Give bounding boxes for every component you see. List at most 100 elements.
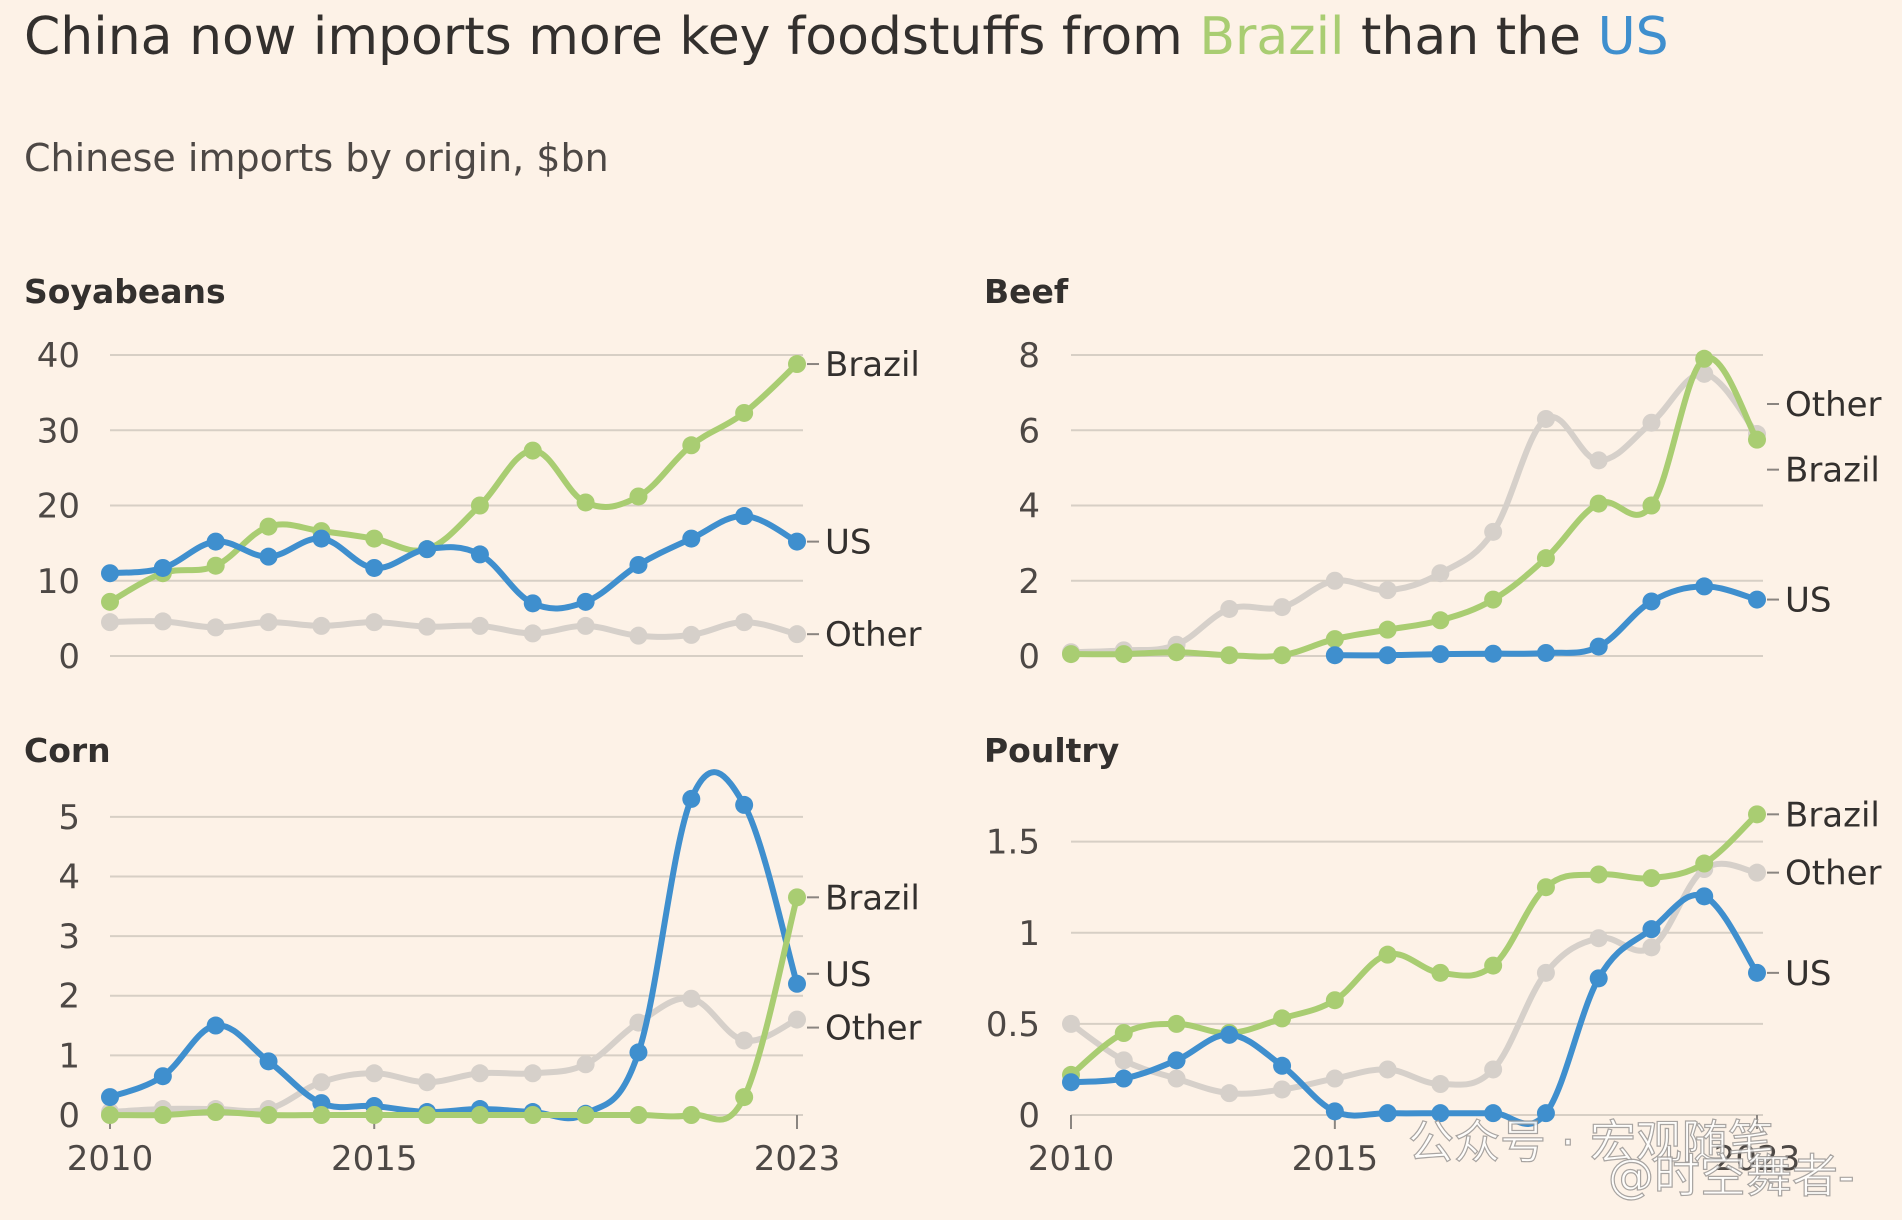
x-tick-label: 2010 bbox=[67, 1139, 154, 1179]
data-point-brazil bbox=[1695, 349, 1714, 368]
data-point-brazil bbox=[1536, 878, 1555, 897]
y-tick-label: 0 bbox=[1018, 637, 1040, 677]
data-point-other bbox=[1642, 413, 1661, 432]
data-point-other bbox=[1431, 1075, 1450, 1094]
data-point-other bbox=[312, 1073, 331, 1092]
data-point-brazil bbox=[788, 888, 806, 907]
data-point-other bbox=[1378, 581, 1397, 600]
panel-poultry: Poultry 0 0.5 1 1.5 2010 2015 2023 Other Brazil US bbox=[984, 731, 1882, 1179]
data-point-us bbox=[1220, 1025, 1239, 1044]
y-tick-label: 1.5 bbox=[986, 823, 1040, 863]
y-tick-label: 0.5 bbox=[986, 1005, 1040, 1045]
data-point-brazil bbox=[101, 592, 119, 611]
data-point-brazil bbox=[1062, 645, 1080, 664]
y-tick-label: 10 bbox=[37, 562, 80, 602]
data-point-us bbox=[788, 532, 806, 551]
y-tick-label: 1 bbox=[58, 1036, 80, 1076]
series-label-brazil: Brazil bbox=[825, 878, 920, 918]
series-label-brazil: Brazil bbox=[825, 345, 920, 385]
data-point-us bbox=[576, 592, 595, 611]
y-tick-label: 20 bbox=[37, 487, 80, 527]
data-point-other bbox=[470, 1064, 489, 1083]
data-point-other bbox=[1325, 571, 1344, 590]
data-point-brazil bbox=[1695, 854, 1714, 873]
y-tick-label: 8 bbox=[1018, 336, 1040, 376]
data-point-brazil bbox=[418, 1106, 437, 1124]
y-tick-label: 6 bbox=[1018, 411, 1040, 451]
data-point-other bbox=[1748, 863, 1766, 882]
data-point-brazil bbox=[1484, 956, 1503, 975]
data-point-other bbox=[206, 618, 225, 637]
data-point-brazil bbox=[470, 1106, 489, 1124]
data-point-brazil bbox=[523, 441, 542, 460]
data-point-brazil bbox=[1642, 869, 1661, 888]
data-point-other bbox=[682, 989, 701, 1008]
data-point-other bbox=[1589, 451, 1608, 470]
data-point-other bbox=[1484, 522, 1503, 541]
y-tick-label: 0 bbox=[1018, 1096, 1040, 1136]
data-point-us bbox=[629, 1043, 648, 1062]
data-point-us bbox=[1325, 646, 1344, 665]
series-label-us: US bbox=[1785, 954, 1831, 994]
headline-us: US bbox=[1598, 7, 1669, 67]
headline-middle: than the bbox=[1344, 7, 1597, 67]
data-point-brazil bbox=[735, 1088, 754, 1107]
data-point-other bbox=[1642, 938, 1661, 957]
data-point-brazil bbox=[101, 1106, 119, 1124]
data-point-brazil bbox=[1220, 646, 1239, 665]
data-point-brazil bbox=[1431, 963, 1450, 982]
data-point-us bbox=[1642, 920, 1661, 939]
data-point-us bbox=[365, 558, 384, 577]
data-point-other bbox=[788, 1010, 806, 1029]
data-point-other bbox=[1536, 963, 1555, 982]
data-point-us bbox=[1536, 1104, 1555, 1123]
data-point-us bbox=[101, 564, 119, 583]
series-line-brazil bbox=[107, 894, 800, 1123]
data-point-us bbox=[1484, 1104, 1503, 1123]
data-point-other bbox=[1378, 1060, 1397, 1079]
data-point-brazil bbox=[1589, 494, 1608, 513]
data-point-brazil bbox=[153, 1106, 172, 1124]
y-tick-label: 2 bbox=[58, 977, 80, 1017]
data-point-other bbox=[312, 616, 331, 635]
data-point-brazil bbox=[1748, 805, 1766, 824]
data-point-us bbox=[1325, 1102, 1344, 1121]
data-point-us bbox=[523, 594, 542, 613]
data-point-other bbox=[1536, 409, 1555, 428]
x-tick-label: 2023 bbox=[1714, 1139, 1801, 1179]
data-point-us bbox=[1536, 643, 1555, 662]
x-tick-label: 2015 bbox=[331, 1139, 418, 1179]
data-point-brazil bbox=[1273, 646, 1292, 665]
data-point-brazil bbox=[1378, 620, 1397, 639]
watermark: 公众号 · 宏观随笔 @时空舞者- bbox=[1407, 1114, 1855, 1203]
data-point-other bbox=[1695, 364, 1714, 383]
data-point-other bbox=[1325, 1069, 1344, 1088]
data-point-brazil bbox=[629, 487, 648, 506]
panel-title: Beef bbox=[984, 272, 1069, 311]
data-point-brazil bbox=[259, 1106, 278, 1124]
data-point-other bbox=[1220, 1084, 1239, 1103]
data-point-other bbox=[1589, 929, 1608, 948]
data-point-other bbox=[1114, 1051, 1133, 1070]
data-point-us bbox=[1748, 590, 1766, 609]
series-label-us: US bbox=[825, 955, 871, 995]
data-point-us bbox=[153, 558, 172, 577]
data-point-brazil bbox=[1748, 430, 1766, 449]
x-tick-label: 2023 bbox=[754, 1139, 841, 1179]
panel-title: Poultry bbox=[984, 731, 1119, 770]
data-point-other bbox=[1220, 599, 1239, 618]
data-point-us bbox=[788, 974, 806, 993]
data-point-brazil bbox=[788, 355, 806, 374]
x-tick-label: 2010 bbox=[1028, 1139, 1115, 1179]
y-tick-label: 30 bbox=[37, 411, 80, 451]
data-point-brazil bbox=[312, 1106, 331, 1124]
data-point-brazil bbox=[523, 1106, 542, 1124]
data-point-us bbox=[1062, 1073, 1080, 1092]
y-tick-label: 4 bbox=[58, 857, 80, 897]
data-point-other bbox=[1062, 1014, 1080, 1033]
data-point-other bbox=[576, 1055, 595, 1074]
data-point-other bbox=[1273, 1080, 1292, 1099]
data-point-us bbox=[1589, 637, 1608, 656]
data-point-us bbox=[629, 555, 648, 574]
